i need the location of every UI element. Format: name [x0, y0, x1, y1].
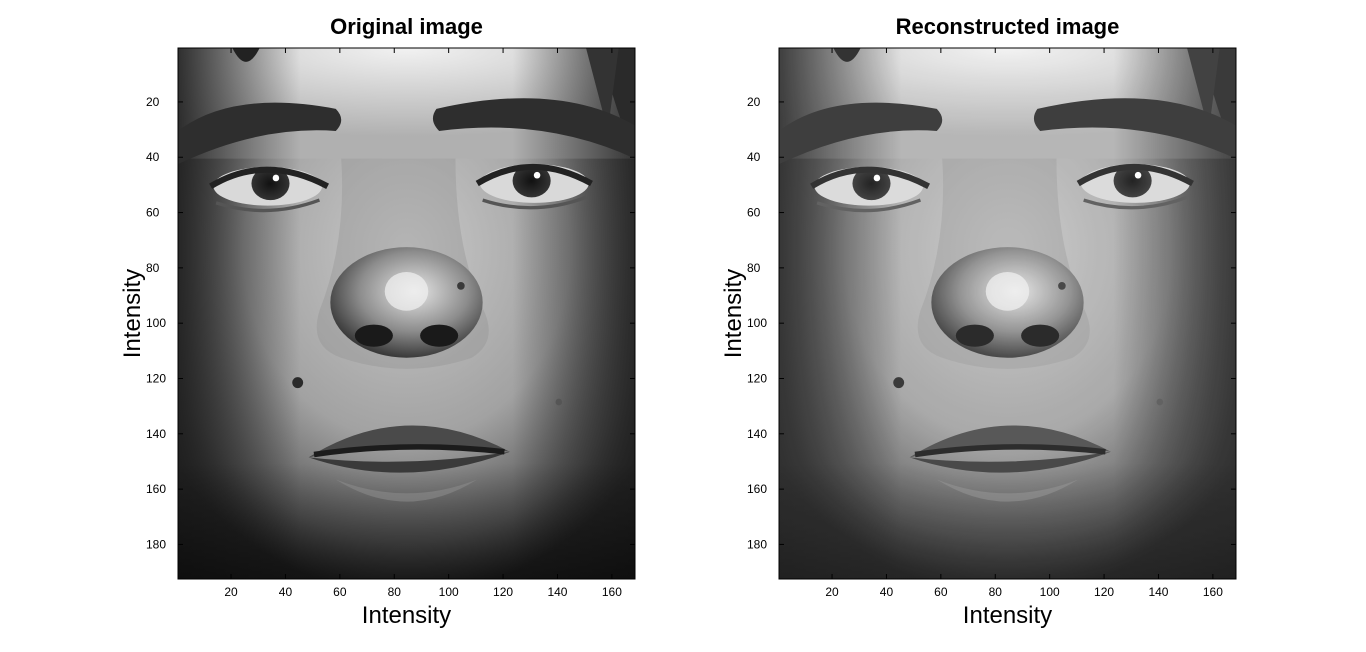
y-tick-label: 80: [747, 261, 761, 275]
image-panel-1: 20 40 60 80 100 120 140 160 20 40 60 80 100 120 140 160…: [119, 14, 635, 629]
y-tick-label: 100: [747, 316, 767, 330]
face-image: [178, 48, 635, 579]
image-panel-2: 20 40 60 80 100 120 140 160 20 40 60 80 100 120 140 160…: [720, 14, 1236, 629]
axes-frame: [177, 47, 636, 580]
y-tick-label: 140: [146, 427, 166, 441]
y-tick-label: 180: [146, 537, 166, 551]
x-tick-label: 160: [1203, 585, 1223, 599]
chart-title: Reconstructed image: [896, 14, 1120, 39]
y-tick-label: 60: [146, 206, 160, 220]
y-tick-label: 80: [146, 261, 160, 275]
x-tick-label: 60: [333, 585, 347, 599]
y-axis-label: Intensity: [720, 269, 747, 358]
x-axis-label: Intensity: [362, 602, 451, 629]
x-tick-label: 100: [1040, 585, 1060, 599]
y-tick-label: 160: [146, 482, 166, 496]
x-tick-label: 120: [493, 585, 513, 599]
axes-frame: [778, 47, 1237, 580]
y-tick-label: 20: [146, 95, 160, 109]
y-tick-label: 180: [747, 537, 767, 551]
y-tick-label: 40: [146, 150, 160, 164]
x-tick-label: 20: [224, 585, 238, 599]
y-tick-label: 40: [747, 150, 761, 164]
x-tick-label: 20: [825, 585, 839, 599]
x-tick-label: 60: [934, 585, 948, 599]
y-tick-label: 120: [146, 371, 166, 385]
y-tick-label: 140: [747, 427, 767, 441]
y-tick-label: 120: [747, 371, 767, 385]
chart-title: Original image: [330, 14, 483, 39]
face-image: [779, 48, 1236, 579]
x-tick-label: 80: [989, 585, 1003, 599]
x-tick-label: 140: [547, 585, 567, 599]
x-axis-label: Intensity: [963, 602, 1052, 629]
x-tick-label: 40: [880, 585, 894, 599]
x-tick-label: 120: [1094, 585, 1114, 599]
y-tick-label: 20: [747, 95, 761, 109]
x-tick-label: 80: [388, 585, 402, 599]
x-tick-label: 100: [439, 585, 459, 599]
y-tick-label: 60: [747, 206, 761, 220]
y-tick-label: 100: [146, 316, 166, 330]
y-axis-label: Intensity: [119, 269, 146, 358]
y-tick-label: 160: [747, 482, 767, 496]
x-tick-label: 160: [602, 585, 622, 599]
x-tick-label: 40: [279, 585, 293, 599]
x-tick-label: 140: [1148, 585, 1168, 599]
